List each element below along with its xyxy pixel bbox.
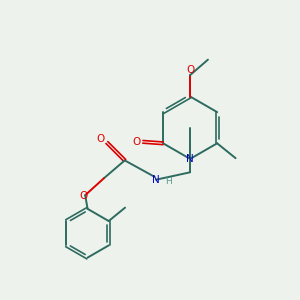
Text: N: N — [186, 154, 194, 164]
Text: O: O — [97, 134, 105, 144]
Text: N: N — [152, 175, 160, 185]
Text: H: H — [165, 177, 172, 186]
Text: O: O — [133, 137, 141, 147]
Text: O: O — [186, 65, 194, 75]
Text: O: O — [80, 191, 88, 201]
